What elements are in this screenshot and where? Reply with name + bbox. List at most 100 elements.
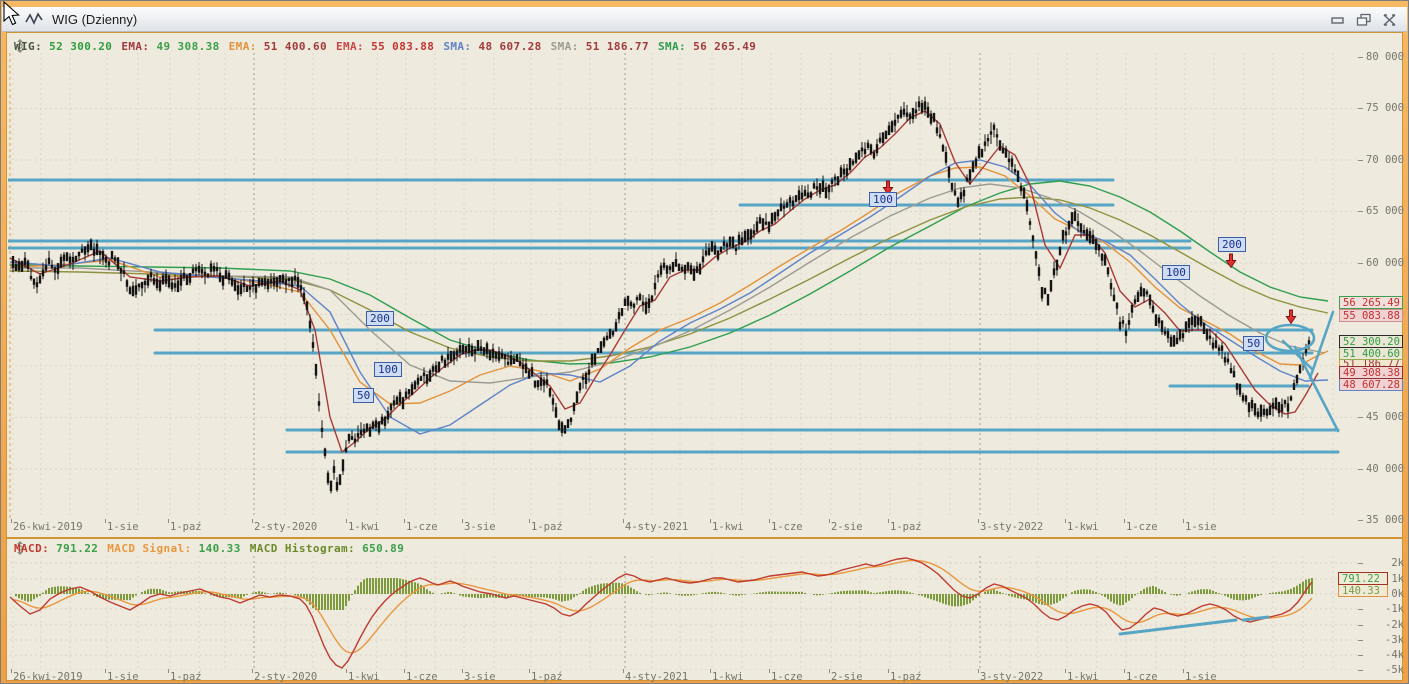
chart-line-icon <box>25 12 43 25</box>
macd-trendline[interactable] <box>1118 618 1238 636</box>
price-legend: WIG: 52 300.20 EMA: 49 308.38 EMA: 51 400.… <box>14 39 756 53</box>
highlight-ellipse[interactable] <box>1264 323 1316 353</box>
titlebar[interactable]: WIG (Dzienny) <box>2 7 1407 32</box>
x-axis-tick <box>1183 669 1184 673</box>
pane-move-icon[interactable] <box>14 39 26 53</box>
macd-legend: MACD: 791.22 MACD Signal: 140.33 MACD Hist… <box>14 541 404 555</box>
close-button[interactable] <box>1381 12 1399 26</box>
legend-item: EMA: 55 083.88 <box>335 39 435 53</box>
macd-signal-line <box>12 559 1313 654</box>
macd-y-axis-label: 2k <box>1391 557 1404 569</box>
macd-x-axis-label: 1-cze <box>406 671 438 683</box>
legend-item: MACD Histogram: 650.89 <box>249 541 405 555</box>
macd-x-axis-label: 1-paź <box>531 671 563 683</box>
x-axis-tick <box>346 669 347 673</box>
macd-value-tag: 791.22 <box>1338 572 1388 585</box>
price-chart-panel <box>6 32 1403 538</box>
x-axis-tick <box>1124 519 1125 523</box>
x-axis-tick <box>710 669 711 673</box>
x-axis-tick <box>168 519 169 523</box>
y-axis-tick <box>1358 563 1363 564</box>
ma-period-label[interactable]: 50 <box>353 388 375 403</box>
ma-period-label[interactable]: 50 <box>1243 336 1265 351</box>
main-gridlines <box>9 53 1358 518</box>
drawn-annotations[interactable] <box>882 180 1340 433</box>
x-axis-label: 1-sie <box>1185 521 1217 533</box>
macd-x-axis-label: 1-cze <box>771 671 803 683</box>
x-axis-tick <box>462 669 463 673</box>
legend-item: WIG: 52 300.20 <box>14 39 113 53</box>
legend-item: SMA: 56 265.49 <box>657 39 757 53</box>
macd-x-axis-label: 4-sty-2021 <box>625 671 689 683</box>
trendline[interactable] <box>1281 339 1314 371</box>
trendline[interactable] <box>1308 310 1335 380</box>
x-axis-label: 1-kwi <box>1067 521 1099 533</box>
down-arrow-marker[interactable] <box>1225 253 1237 269</box>
ma-period-label[interactable]: 200 <box>366 311 394 326</box>
x-axis-tick <box>11 669 12 673</box>
x-axis-label: 3-sie <box>464 521 496 533</box>
pane-move-icon[interactable] <box>14 541 26 555</box>
restore-button[interactable] <box>1355 12 1373 26</box>
ma-period-label[interactable]: 100 <box>869 192 897 207</box>
ema_slow-line <box>9 196 1329 362</box>
x-axis-label: 26-kwi-2019 <box>13 521 83 533</box>
macd-x-axis-label: 1-cze <box>1126 671 1158 683</box>
y-axis-label: 70 000 <box>1366 154 1404 166</box>
x-axis-label: 1-cze <box>406 521 438 533</box>
x-axis-tick <box>1065 519 1066 523</box>
macd-x-axis-label: 3-sie <box>464 671 496 683</box>
x-axis-tick <box>1124 669 1125 673</box>
price-chart[interactable] <box>8 53 1360 518</box>
y-axis-tick <box>1358 417 1363 418</box>
macd-y-axis-label: -4k <box>1385 649 1404 661</box>
macd-trendline[interactable] <box>1241 615 1270 622</box>
sma100-line <box>10 183 1326 384</box>
y-axis-tick <box>1358 640 1363 641</box>
x-axis-label: 3-sty-2022 <box>980 521 1044 533</box>
minimize-icon <box>1331 17 1344 24</box>
window-title: WIG (Dzienny) <box>52 11 138 27</box>
macd-x-axis-label: 1-paź <box>170 671 202 683</box>
down-arrow-marker[interactable] <box>882 180 894 196</box>
y-axis-tick <box>1358 108 1363 109</box>
y-axis-label: 45 000 <box>1366 411 1404 423</box>
macd-x-axis-label: 1-kwi <box>348 671 380 683</box>
x-axis-label: 1-paź <box>170 521 202 533</box>
macd-x-axis-label: 2-sty-2020 <box>254 671 318 683</box>
down-arrow-marker[interactable] <box>1285 309 1297 325</box>
ema_fast-line <box>9 110 1319 454</box>
x-axis-label: 1-sie <box>107 521 139 533</box>
y-axis-tick <box>1358 520 1363 521</box>
x-axis-tick <box>252 669 253 673</box>
x-axis-label: 1-kwi <box>348 521 380 533</box>
y-axis-tick <box>1358 160 1363 161</box>
y-axis-tick <box>1358 625 1363 626</box>
support-resistance-lines[interactable] <box>8 178 1340 454</box>
x-axis-tick <box>769 669 770 673</box>
macd-x-axis-label: 1-sie <box>107 671 139 683</box>
macd-chart[interactable] <box>8 556 1360 670</box>
y-axis-label: 75 000 <box>1366 102 1404 114</box>
macd-y-axis-label: 0k <box>1391 588 1404 600</box>
ma-period-label[interactable]: 100 <box>1162 265 1190 280</box>
macd-x-axis-label: 1-paź <box>890 671 922 683</box>
y-axis-tick <box>1358 263 1363 264</box>
x-axis-label: 1-cze <box>1126 521 1158 533</box>
x-axis-tick <box>978 669 979 673</box>
macd-y-axis-label: -1k <box>1385 603 1404 615</box>
legend-item: MACD Signal: 140.33 <box>107 541 241 555</box>
x-axis-label: 4-sty-2021 <box>625 521 689 533</box>
y-axis-label: 60 000 <box>1366 257 1404 269</box>
ma-period-label[interactable]: 200 <box>1218 237 1246 252</box>
macd-histogram-bars <box>15 578 1313 610</box>
y-axis-tick <box>1358 211 1363 212</box>
ma-period-label[interactable]: 100 <box>374 362 402 377</box>
y-axis-tick <box>1358 469 1363 470</box>
x-axis-tick <box>769 519 770 523</box>
x-axis-label: 1-paź <box>531 521 563 533</box>
restore-icon <box>1356 13 1371 26</box>
x-axis-label: 1-paź <box>890 521 922 533</box>
macd-y-axis-label: -2k <box>1385 619 1404 631</box>
minimize-button[interactable] <box>1329 12 1347 26</box>
